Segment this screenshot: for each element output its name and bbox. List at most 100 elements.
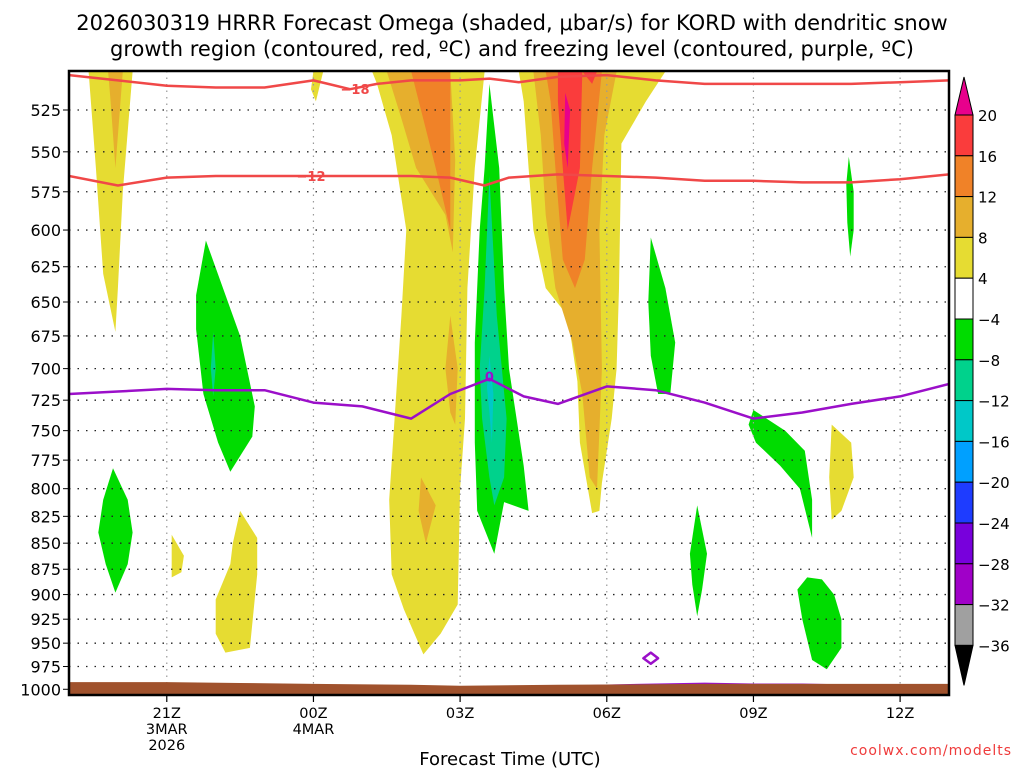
- colorbar-label: −36: [978, 637, 1010, 655]
- y-tick-label-950: 950: [30, 634, 61, 653]
- y-tick-label-825: 825: [30, 507, 61, 526]
- y-tick-label-975: 975: [30, 658, 61, 677]
- y-tick-label-600: 600: [30, 221, 61, 240]
- contour-dendritic-minus18: [69, 73, 949, 91]
- y-tick-label-575: 575: [30, 183, 61, 202]
- y-tick-label-775: 775: [30, 451, 61, 470]
- colorbar-bin-12: [954, 604, 974, 646]
- colorbar-label: −4: [978, 311, 1000, 329]
- omega-region-0: [88, 71, 133, 332]
- x-tick-label: 21Z: [153, 706, 181, 722]
- y-tick-label-650: 650: [30, 293, 61, 312]
- y-tick-label-700: 700: [30, 360, 61, 379]
- colorbar-label: −32: [978, 597, 1010, 615]
- contour-freezing-level-ring: [642, 651, 660, 665]
- omega-region-18: [479, 176, 507, 506]
- omega-region-3: [372, 71, 485, 655]
- colorbar-label: 16: [978, 148, 997, 166]
- colorbar-bin-2: [954, 196, 974, 238]
- omega-region-24: [748, 410, 813, 538]
- x-tick-label: 2026: [148, 738, 185, 754]
- plot-frame: [67, 69, 951, 697]
- x-tick-label: 3MAR: [146, 722, 188, 738]
- omega-region-2: [311, 71, 324, 102]
- x-tick-label: 06Z: [593, 706, 621, 722]
- contour-label-freezing-level-0: 0: [485, 370, 494, 385]
- colorbar-bin-11: [954, 563, 974, 606]
- omega-region-6: [445, 315, 458, 425]
- colorbar-label: 4: [978, 270, 988, 288]
- contour-label-dendritic-minus18: −18: [341, 83, 370, 98]
- y-tick-label-550: 550: [30, 143, 61, 162]
- x-tick-label: 09Z: [739, 706, 767, 722]
- colorbar-label: 12: [978, 189, 997, 207]
- omega-region-1: [108, 71, 123, 168]
- omega-region-13: [557, 71, 583, 230]
- omega-region-9: [215, 510, 258, 653]
- y-tick-label-925: 925: [30, 610, 61, 629]
- y-tick-label-800: 800: [30, 480, 61, 499]
- omega-region-25: [689, 505, 707, 617]
- contour-label-dendritic-minus12: −12: [297, 170, 326, 185]
- omega-region-23: [648, 237, 676, 394]
- omega-region-19: [487, 355, 494, 443]
- colorbar: 20 16 12 8 4 −4 −8 −12 −16 −20 −24 −28 −32 −36: [954, 76, 1010, 686]
- colorbar-bin-6: [954, 359, 974, 402]
- colorbar-under-arrow: [954, 644, 974, 686]
- colorbar-label: 20: [978, 107, 997, 125]
- colorbar-bin-0: [954, 114, 974, 157]
- omega-region-7: [418, 477, 436, 544]
- y-tick-label-675: 675: [30, 327, 61, 346]
- y-tick-label-1000: 1000: [20, 680, 61, 699]
- colorbar-label: −20: [978, 474, 1010, 492]
- contour-freezing-level-0: [69, 377, 949, 420]
- colorbar-bin-3: [954, 236, 974, 279]
- omega-region-5: [411, 71, 451, 230]
- colorbar-bin-9: [954, 481, 974, 524]
- x-axis-title: Forecast Time (UTC): [419, 749, 600, 768]
- chart-title: 2026030319 HRRR Forecast Omega (shaded, …: [76, 11, 947, 61]
- colorbar-bin-10: [954, 522, 974, 565]
- colorbar-bin-8: [954, 440, 974, 483]
- omega-region-20: [196, 240, 255, 472]
- y-tick-label-875: 875: [30, 560, 61, 579]
- colorbar-label: −28: [978, 556, 1010, 574]
- y-tick-label-525: 525: [30, 101, 61, 120]
- y-tick-label-750: 750: [30, 422, 61, 441]
- omega-region-14: [564, 92, 571, 168]
- y-axis: 525 550 575 600 625 650 675 700 725 750 775 800 825 8…: [20, 101, 69, 699]
- x-tick-label: 03Z: [446, 706, 474, 722]
- colorbar-label: 8: [978, 229, 988, 247]
- colorbar-over-arrow: [954, 76, 974, 116]
- x-tick-label: 00Z: [299, 706, 327, 722]
- omega-region-8: [171, 534, 184, 578]
- terrain: [69, 682, 949, 695]
- omega-region-22: [98, 468, 133, 593]
- colorbar-bin-1: [954, 155, 974, 198]
- title-line-1: 2026030319 HRRR Forecast Omega (shaded, …: [76, 11, 947, 35]
- omega-region-21: [210, 331, 216, 397]
- colorbar-bin-5: [954, 318, 974, 361]
- colorbar-label: −8: [978, 352, 1000, 370]
- y-tick-label-725: 725: [30, 391, 61, 410]
- y-tick-label-850: 850: [30, 534, 61, 553]
- y-tick-label-625: 625: [30, 258, 61, 277]
- omega-region-16: [829, 424, 854, 520]
- colorbar-label: −24: [978, 515, 1010, 533]
- x-tick-label: 4MAR: [293, 722, 335, 738]
- contour-dendritic-minus12: [69, 173, 949, 187]
- title-line-2: growth region (contoured, red, ºC) and f…: [110, 37, 914, 61]
- omega-region-26: [797, 577, 842, 670]
- colorbar-label: −12: [978, 393, 1010, 411]
- terrain-fill: [69, 682, 949, 695]
- credit-link[interactable]: coolwx.com/modelts: [850, 743, 1012, 759]
- x-tick-label: 12Z: [886, 706, 914, 722]
- colorbar-label: −16: [978, 433, 1010, 451]
- colorbar-bin-4: [954, 277, 974, 320]
- colorbar-bin-7: [954, 400, 974, 442]
- omega-shading: [88, 71, 854, 670]
- grid: [69, 71, 949, 695]
- y-tick-label-900: 900: [30, 586, 61, 605]
